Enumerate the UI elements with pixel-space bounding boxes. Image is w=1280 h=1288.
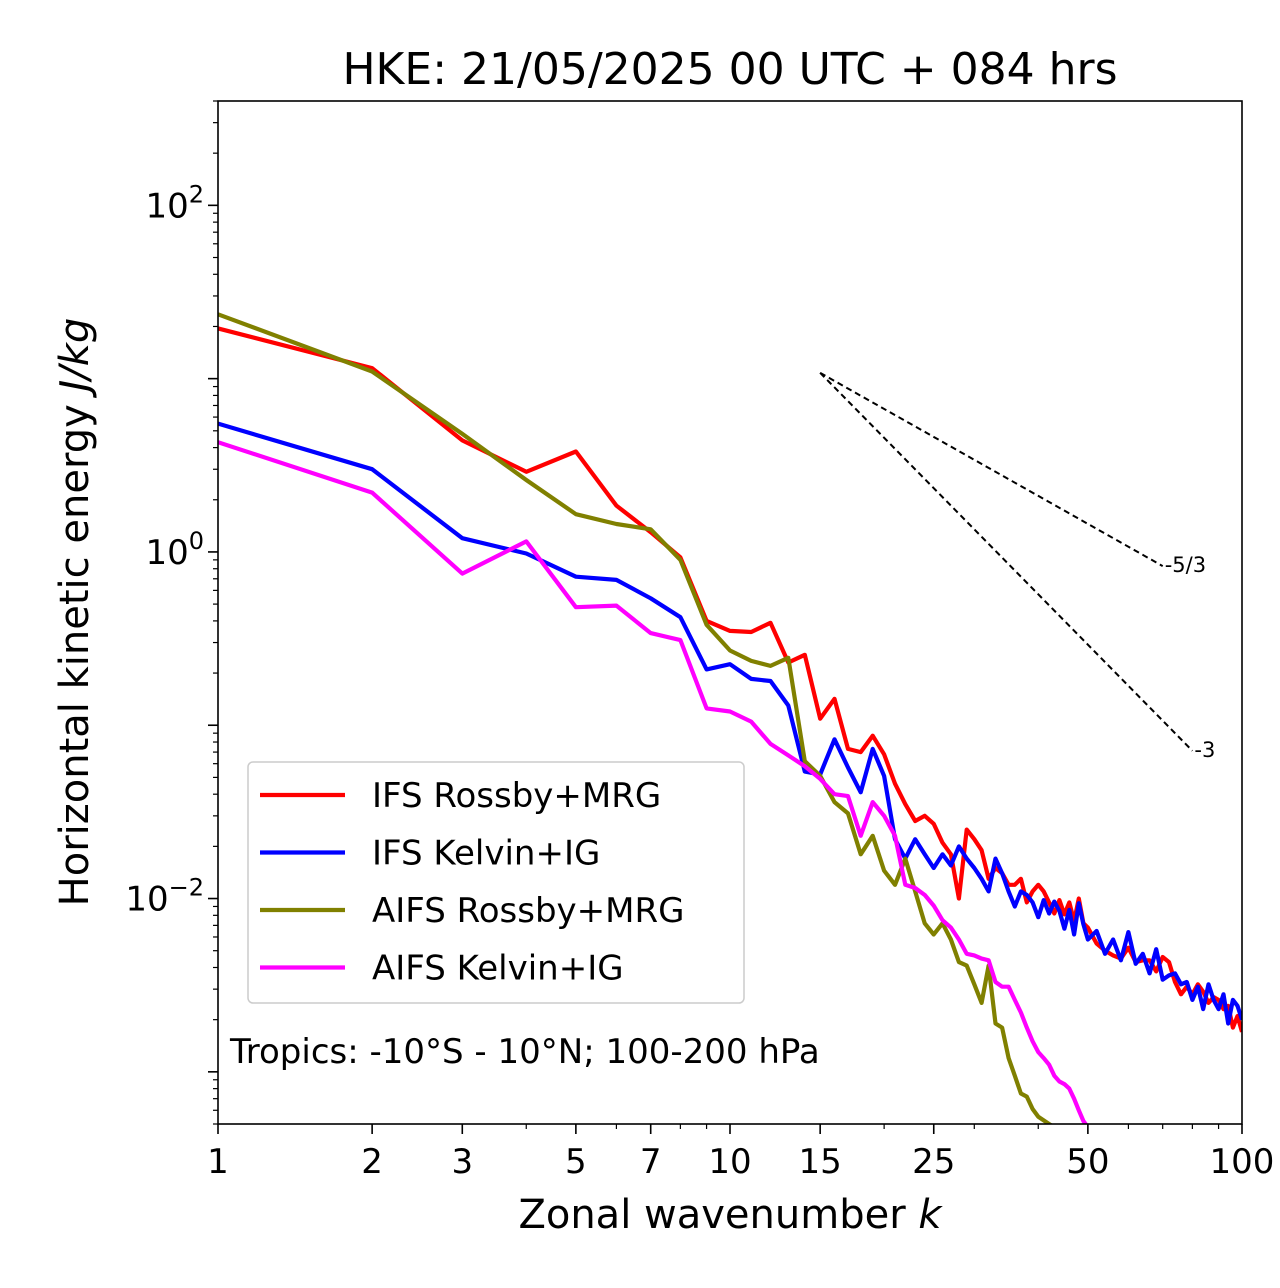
legend: IFS Rossby+MRG IFS Kelvin+IG AIFS Rossby+M… <box>247 761 745 1004</box>
chart-title: HKE: 21/05/2025 00 UTC + 084 hrs <box>342 44 1117 95</box>
legend-label: IFS Kelvin+IG <box>372 834 600 874</box>
x-tick-label: 25 <box>912 1142 955 1182</box>
y-tick-exponent: 0 <box>189 527 204 555</box>
y-tick-base: 10 <box>145 533 188 573</box>
x-tick-label: 1 <box>207 1142 229 1182</box>
series-line <box>218 421 1242 1026</box>
x-tick-label: 10 <box>708 1142 751 1182</box>
series-line <box>218 440 1089 1124</box>
series-layer <box>218 312 1242 1124</box>
y-tick-label: 100 <box>145 527 204 573</box>
y-axis-label-unit: J/kg <box>52 318 98 399</box>
x-tick-label: 3 <box>451 1142 473 1182</box>
y-tick-base: 10 <box>145 186 188 226</box>
y-tick-base: 10 <box>125 880 168 920</box>
x-tick-label: 100 <box>1210 1142 1275 1182</box>
x-tick-label: 7 <box>640 1142 662 1182</box>
x-axis-label-var: k <box>918 1192 943 1238</box>
slope-label: -3 <box>1194 738 1215 762</box>
reference-slope-line <box>819 371 1164 567</box>
y-tick-label: 10−2 <box>125 874 204 920</box>
y-tick-exponent: −2 <box>169 874 204 902</box>
reference-slope-line <box>819 372 1194 752</box>
x-tick-label: 5 <box>565 1142 587 1182</box>
x-axis-ticks: 1 2 3 5 7 10 15 25 50 100 <box>207 1124 1274 1182</box>
x-tick-label: 15 <box>799 1142 842 1182</box>
legend-label: AIFS Rossby+MRG <box>372 891 684 931</box>
slope-label: -5/3 <box>1165 553 1206 577</box>
y-axis-label: Horizontal kinetic energy J/kg <box>52 318 98 907</box>
series-line <box>218 326 1242 1033</box>
x-tick-label: 50 <box>1066 1142 1109 1182</box>
y-tick-label: 102 <box>145 180 204 226</box>
y-tick-exponent: 2 <box>189 180 204 208</box>
slope-labels: -5/3 -3 <box>1165 553 1216 762</box>
legend-label: IFS Rossby+MRG <box>372 776 661 816</box>
x-tick-label: 2 <box>361 1142 383 1182</box>
reference-slopes <box>819 371 1194 752</box>
region-annotation: Tropics: -10°S - 10°N; 100-200 hPa <box>229 1032 820 1072</box>
series-line <box>218 312 1054 1124</box>
legend-frame <box>247 761 745 1004</box>
legend-label: AIFS Kelvin+IG <box>372 949 624 989</box>
y-axis-label-text: Horizontal kinetic energy <box>52 404 98 906</box>
x-axis-label: Zonal wavenumber k <box>518 1192 943 1238</box>
x-axis-label-text: Zonal wavenumber <box>518 1192 906 1238</box>
